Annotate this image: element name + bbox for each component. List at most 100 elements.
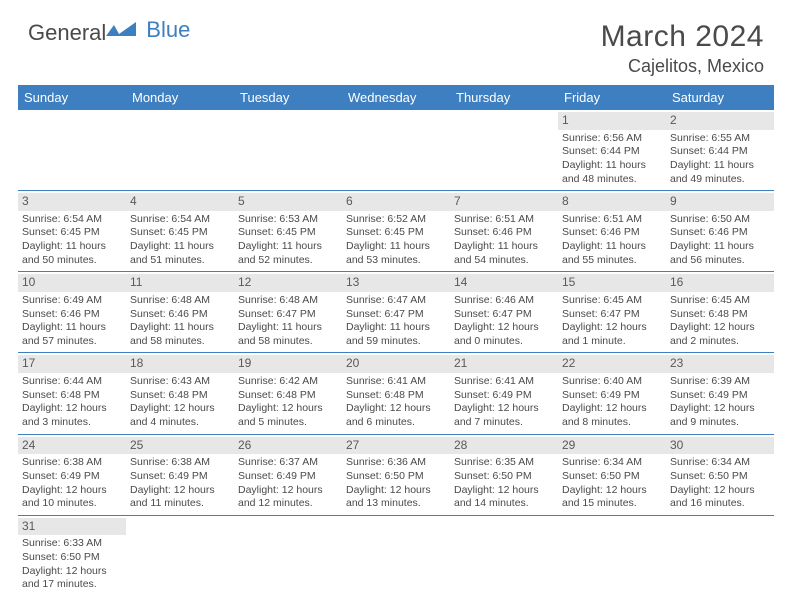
- day-info-line: and 52 minutes.: [238, 254, 338, 268]
- day-cell: 21Sunrise: 6:41 AMSunset: 6:49 PMDayligh…: [450, 353, 558, 433]
- day-number: 28: [450, 437, 558, 455]
- week-row: 3Sunrise: 6:54 AMSunset: 6:45 PMDaylight…: [18, 191, 774, 272]
- day-info-line: Daylight: 11 hours: [562, 159, 662, 173]
- day-info-line: Sunset: 6:48 PM: [670, 308, 770, 322]
- day-info-line: and 8 minutes.: [562, 416, 662, 430]
- day-info-line: Sunrise: 6:51 AM: [562, 213, 662, 227]
- day-number: 22: [558, 355, 666, 373]
- day-info-line: Daylight: 12 hours: [562, 484, 662, 498]
- day-info-line: and 2 minutes.: [670, 335, 770, 349]
- day-header: Sunday: [18, 85, 126, 110]
- day-info-line: Sunset: 6:49 PM: [670, 389, 770, 403]
- empty-cell: [342, 110, 450, 190]
- day-info-line: and 10 minutes.: [22, 497, 122, 511]
- day-info-line: and 58 minutes.: [130, 335, 230, 349]
- empty-cell: [450, 516, 558, 596]
- day-number: 19: [234, 355, 342, 373]
- empty-cell: [234, 110, 342, 190]
- day-info-line: Daylight: 12 hours: [670, 321, 770, 335]
- day-info-line: Sunset: 6:45 PM: [22, 226, 122, 240]
- day-info-line: Sunrise: 6:41 AM: [346, 375, 446, 389]
- day-cell: 4Sunrise: 6:54 AMSunset: 6:45 PMDaylight…: [126, 191, 234, 271]
- day-cell: 1Sunrise: 6:56 AMSunset: 6:44 PMDaylight…: [558, 110, 666, 190]
- day-number: 29: [558, 437, 666, 455]
- day-info-line: Daylight: 12 hours: [22, 402, 122, 416]
- day-info-line: and 49 minutes.: [670, 173, 770, 187]
- day-header: Tuesday: [234, 85, 342, 110]
- day-info-line: and 15 minutes.: [562, 497, 662, 511]
- day-cell: 24Sunrise: 6:38 AMSunset: 6:49 PMDayligh…: [18, 435, 126, 515]
- day-info-line: Daylight: 12 hours: [238, 484, 338, 498]
- day-info-line: Sunrise: 6:33 AM: [22, 537, 122, 551]
- day-info-line: Sunrise: 6:34 AM: [562, 456, 662, 470]
- day-cell: 22Sunrise: 6:40 AMSunset: 6:49 PMDayligh…: [558, 353, 666, 433]
- day-number: 15: [558, 274, 666, 292]
- day-number: 4: [126, 193, 234, 211]
- day-info-line: Sunrise: 6:51 AM: [454, 213, 554, 227]
- day-info-line: Sunset: 6:46 PM: [670, 226, 770, 240]
- day-info-line: Sunrise: 6:56 AM: [562, 132, 662, 146]
- day-info-line: Daylight: 11 hours: [238, 321, 338, 335]
- day-number: 17: [18, 355, 126, 373]
- day-cell: 29Sunrise: 6:34 AMSunset: 6:50 PMDayligh…: [558, 435, 666, 515]
- logo-flag-icon: [106, 22, 136, 43]
- day-info-line: Daylight: 12 hours: [22, 565, 122, 579]
- title-block: March 2024 Cajelitos, Mexico: [601, 20, 764, 77]
- day-info-line: Sunrise: 6:39 AM: [670, 375, 770, 389]
- day-number: 24: [18, 437, 126, 455]
- day-info-line: Daylight: 12 hours: [130, 402, 230, 416]
- day-cell: 14Sunrise: 6:46 AMSunset: 6:47 PMDayligh…: [450, 272, 558, 352]
- day-info-line: Daylight: 11 hours: [130, 240, 230, 254]
- day-info-line: and 59 minutes.: [346, 335, 446, 349]
- day-info-line: and 57 minutes.: [22, 335, 122, 349]
- day-info-line: Sunset: 6:50 PM: [670, 470, 770, 484]
- day-info-line: Sunset: 6:47 PM: [346, 308, 446, 322]
- day-info-line: Daylight: 12 hours: [22, 484, 122, 498]
- day-info-line: Daylight: 12 hours: [562, 402, 662, 416]
- day-info-line: Daylight: 12 hours: [454, 484, 554, 498]
- day-info-line: Sunrise: 6:48 AM: [130, 294, 230, 308]
- day-info-line: Sunrise: 6:44 AM: [22, 375, 122, 389]
- day-info-line: Daylight: 12 hours: [346, 484, 446, 498]
- empty-cell: [126, 110, 234, 190]
- day-info-line: Sunset: 6:45 PM: [346, 226, 446, 240]
- day-cell: 17Sunrise: 6:44 AMSunset: 6:48 PMDayligh…: [18, 353, 126, 433]
- day-info-line: Sunset: 6:46 PM: [562, 226, 662, 240]
- day-cell: 16 Sunrise: 6:45 AMSunset: 6:48 PMDayligh…: [666, 272, 774, 352]
- empty-cell: [558, 516, 666, 596]
- day-info-line: Sunrise: 6:54 AM: [22, 213, 122, 227]
- day-cell: 10Sunrise: 6:49 AMSunset: 6:46 PMDayligh…: [18, 272, 126, 352]
- day-info-line: Sunrise: 6:45 AM: [670, 294, 770, 308]
- day-info-line: Sunset: 6:48 PM: [346, 389, 446, 403]
- day-info-line: Sunset: 6:50 PM: [562, 470, 662, 484]
- day-number: 16: [666, 274, 774, 292]
- day-info-line: and 58 minutes.: [238, 335, 338, 349]
- day-info-line: Sunrise: 6:55 AM: [670, 132, 770, 146]
- day-info-line: Sunrise: 6:46 AM: [454, 294, 554, 308]
- day-info-line: Daylight: 12 hours: [562, 321, 662, 335]
- day-cell: 19Sunrise: 6:42 AMSunset: 6:48 PMDayligh…: [234, 353, 342, 433]
- day-info-line: Sunrise: 6:54 AM: [130, 213, 230, 227]
- day-info-line: Daylight: 12 hours: [454, 402, 554, 416]
- day-number: 18: [126, 355, 234, 373]
- day-info-line: Sunrise: 6:50 AM: [670, 213, 770, 227]
- empty-cell: [234, 516, 342, 596]
- day-info-line: and 14 minutes.: [454, 497, 554, 511]
- day-info-line: Sunrise: 6:45 AM: [562, 294, 662, 308]
- day-info-line: Sunrise: 6:36 AM: [346, 456, 446, 470]
- day-cell: 28Sunrise: 6:35 AMSunset: 6:50 PMDayligh…: [450, 435, 558, 515]
- logo-text-general: General: [28, 20, 106, 46]
- day-number: 3: [18, 193, 126, 211]
- day-info-line: Sunset: 6:49 PM: [238, 470, 338, 484]
- day-header: Wednesday: [342, 85, 450, 110]
- day-info-line: and 0 minutes.: [454, 335, 554, 349]
- day-cell: 25Sunrise: 6:38 AMSunset: 6:49 PMDayligh…: [126, 435, 234, 515]
- day-info-line: Sunset: 6:46 PM: [454, 226, 554, 240]
- day-info-line: Daylight: 12 hours: [238, 402, 338, 416]
- day-cell: 30Sunrise: 6:34 AMSunset: 6:50 PMDayligh…: [666, 435, 774, 515]
- day-number: 30: [666, 437, 774, 455]
- day-cell: 7Sunrise: 6:51 AMSunset: 6:46 PMDaylight…: [450, 191, 558, 271]
- day-info-line: Sunset: 6:49 PM: [130, 470, 230, 484]
- day-cell: 2Sunrise: 6:55 AMSunset: 6:44 PMDaylight…: [666, 110, 774, 190]
- day-info-line: Sunset: 6:47 PM: [238, 308, 338, 322]
